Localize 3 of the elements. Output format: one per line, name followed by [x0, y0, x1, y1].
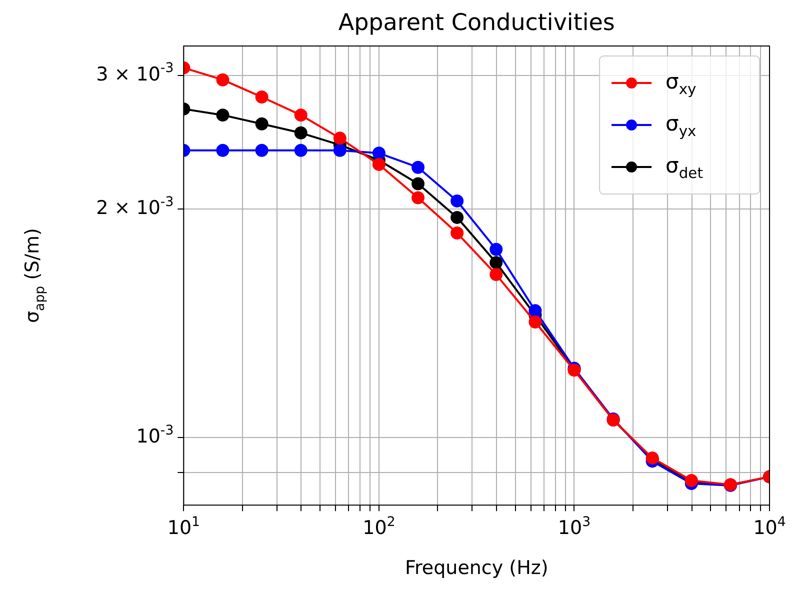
x-axis-title: Frequency (Hz)	[404, 557, 548, 580]
chart-title: Apparent Conductivities	[338, 10, 615, 36]
y-axis-title: σapp (S/m)	[22, 228, 48, 323]
